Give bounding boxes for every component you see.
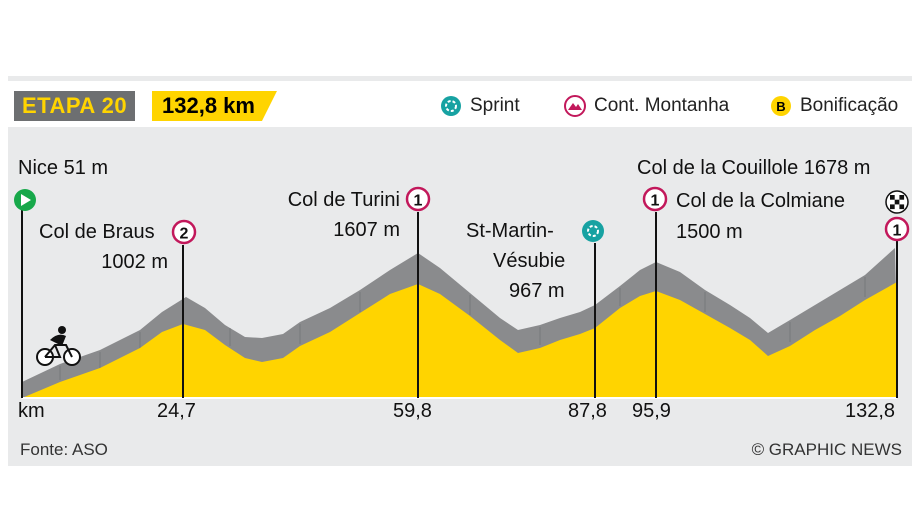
axis-unit: km [18, 400, 45, 422]
tick-label: 59,8 [393, 400, 432, 422]
profile-card [8, 76, 912, 466]
tick-label: 87,8 [568, 400, 607, 422]
legend-mountain: Cont. Montanha [564, 95, 729, 117]
bonus-icon: B [771, 96, 791, 116]
turini-name: Col de Turini [287, 189, 400, 211]
finish-flag-icon [885, 190, 909, 214]
legend-sprint-label: Sprint [470, 95, 520, 116]
stage-distance: 132,8 km [152, 91, 277, 121]
legend-bonus: B Bonificação [770, 95, 898, 117]
sprint-badge [582, 220, 604, 242]
profile-texture [59, 277, 866, 380]
legend-bonus-label: Bonificação [800, 95, 899, 116]
stmartin-name-line2: Vésubie [493, 250, 566, 272]
couillole-label: Col de la Couillole 1678 m [637, 157, 871, 179]
turini-altitude: 1607 m [333, 219, 400, 241]
credit-text: © GRAPHIC NEWS [751, 440, 902, 459]
braus-altitude: 1002 m [101, 251, 168, 273]
bonus-icon-letter: B [776, 99, 785, 114]
colmiane-climb-badge: 1 [642, 186, 668, 212]
couillole-climb-category: 1 [893, 223, 902, 240]
mountain-icon [564, 95, 586, 117]
footer-bar: Fonte: ASO © GRAPHIC NEWS [8, 432, 912, 466]
cyclist-icon [36, 326, 81, 366]
source-text: Fonte: ASO [20, 440, 108, 459]
couillole-climb-badge: 1 [884, 216, 910, 242]
stage-label: ETAPA 20 [14, 91, 136, 121]
profile-elevation-fill [22, 282, 897, 398]
start-icon [14, 189, 36, 211]
header-bar: ETAPA 20 132,8 km Sprint Cont. Montanha … [8, 81, 912, 127]
braus-climb-badge: 2 [171, 219, 197, 245]
sprint-icon [441, 96, 461, 116]
turini-climb-badge: 1 [405, 186, 431, 212]
stmartin-name-line1: St-Martin- [466, 220, 554, 242]
tick-label: 95,9 [632, 400, 671, 422]
braus-name: Col de Braus [39, 221, 155, 243]
legend-sprint: Sprint [440, 95, 520, 117]
stmartin-altitude: 967 m [509, 280, 565, 302]
start-label: Nice 51 m [18, 157, 109, 179]
turini-climb-category: 1 [414, 193, 423, 210]
colmiane-climb-category: 1 [651, 193, 660, 210]
tick-label: 132,8 [845, 400, 896, 422]
braus-climb-category: 2 [180, 226, 189, 243]
legend-mountain-label: Cont. Montanha [594, 95, 730, 116]
colmiane-altitude: 1500 m [676, 221, 743, 243]
colmiane-name: Col de la Colmiane [676, 190, 845, 212]
tick-label: 24,7 [157, 400, 196, 422]
